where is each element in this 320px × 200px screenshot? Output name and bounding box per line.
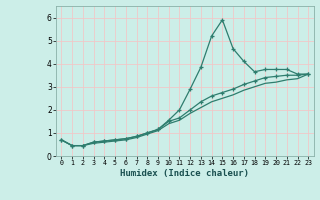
X-axis label: Humidex (Indice chaleur): Humidex (Indice chaleur) xyxy=(120,169,249,178)
